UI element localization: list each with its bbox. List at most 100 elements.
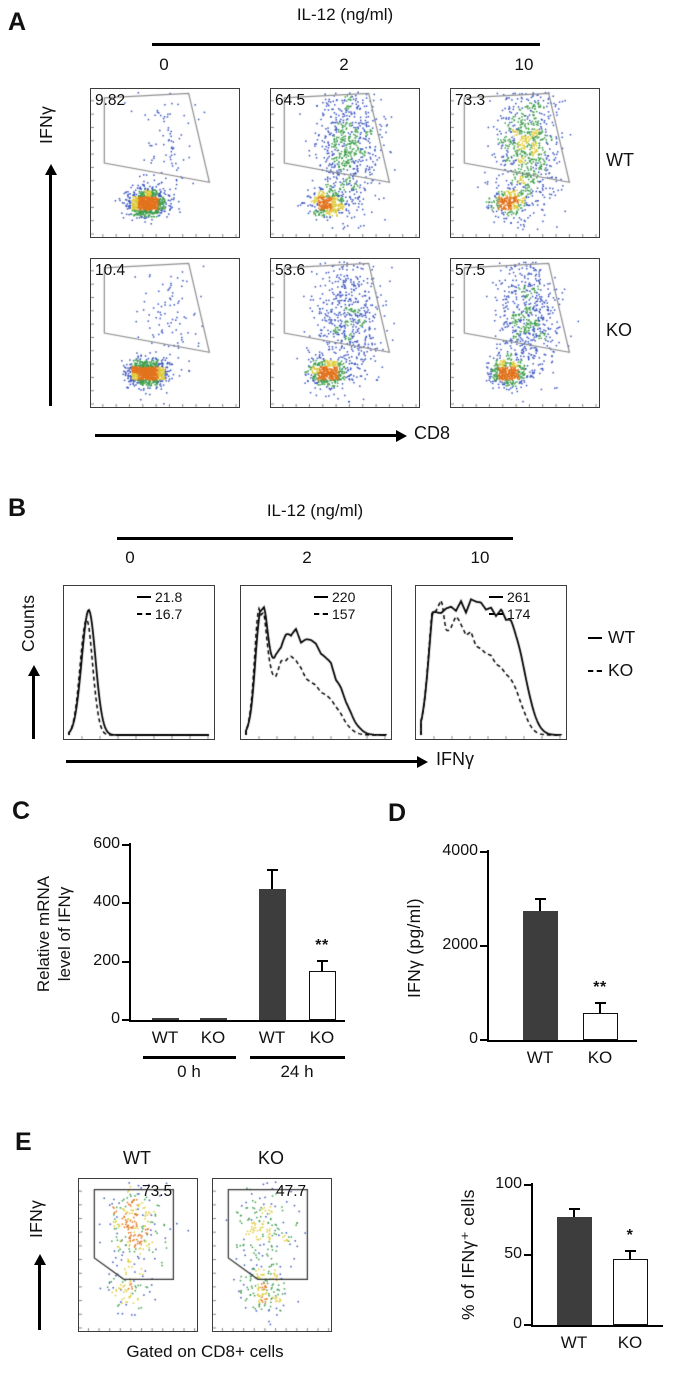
y-tick-label: 0 xyxy=(469,1030,478,1047)
hist1-ko-mfi: 157 xyxy=(314,606,355,622)
error-bar-line xyxy=(321,960,323,971)
flow-plot-wt-dose10 xyxy=(450,88,600,238)
panel-e-col-label-wt: WT xyxy=(123,1148,151,1168)
panel-b-dose-2: 2 xyxy=(302,548,312,567)
panel-e-y-axis-arrow xyxy=(33,1254,46,1330)
gate-percent-wt-dose0: 9.82 xyxy=(95,92,126,109)
error-bar-line xyxy=(599,1003,601,1013)
y-tick xyxy=(122,844,130,846)
panel-d-y-axis-label: IFNγ (pg/ml) xyxy=(404,898,424,998)
mfi-value-ko: 174 xyxy=(507,606,531,622)
hist2-wt-mfi: 261 xyxy=(489,589,530,605)
group-label: 0 h xyxy=(177,1062,201,1081)
gate-percent-wt-dose10: 73.3 xyxy=(455,92,486,109)
category-label-3: KO xyxy=(309,1028,335,1047)
significance-star: ** xyxy=(315,936,329,954)
legend-wt: WT xyxy=(588,627,635,648)
hist1-wt-mfi: 220 xyxy=(314,589,355,605)
panel-b-y-axis-arrow xyxy=(27,665,40,739)
panel-a-title-line xyxy=(152,43,540,46)
flow-plot-ko-dose2 xyxy=(270,258,420,408)
panel-b-title-line xyxy=(117,537,513,540)
y-tick-label: 600 xyxy=(93,835,120,852)
y-tick xyxy=(480,1039,488,1041)
panel-d-bar-chart: 4000 2000 0 WT KO ** xyxy=(442,842,648,1070)
flow-plot-wt-dose0 xyxy=(90,88,240,238)
dashed-line-swatch xyxy=(489,613,503,615)
category-label-2: WT xyxy=(258,1028,286,1047)
panel-c-bar-chart: 600 400 200 0 WT KO WT KO ** 0 h 24 h xyxy=(93,835,346,1086)
x-axis-line xyxy=(129,1020,345,1022)
solid-line-swatch xyxy=(588,636,602,639)
y-tick xyxy=(122,1019,130,1021)
gate-percent-e-ko: 47.7 xyxy=(276,1183,307,1200)
flow-plot-e-ko xyxy=(212,1178,332,1332)
mfi-value-ko: 157 xyxy=(332,606,356,622)
solid-line-swatch xyxy=(489,596,503,598)
y-tick xyxy=(480,945,488,947)
panel-c-y-axis-label: Relative mRNA level of IFNγ xyxy=(12,838,96,1030)
panel-a-letter: A xyxy=(8,8,27,36)
y-tick-label: 50 xyxy=(504,1245,522,1262)
solid-line-swatch xyxy=(314,596,328,598)
panel-d-letter: D xyxy=(388,799,407,827)
mfi-value-wt: 220 xyxy=(332,589,356,605)
panel-e-chart-y-axis-label: % of IFNγ⁺ cells xyxy=(458,1189,478,1321)
category-label-1: KO xyxy=(200,1028,226,1047)
bar-ko-1 xyxy=(612,1259,648,1325)
dashed-line-swatch xyxy=(314,613,328,615)
dashed-line-swatch xyxy=(588,669,602,672)
panel-b-dose-10: 10 xyxy=(470,548,490,567)
category-label-1: KO xyxy=(587,1048,613,1067)
error-bar-line xyxy=(573,1208,575,1218)
row-label-wt: WT xyxy=(606,150,634,170)
y-tick xyxy=(122,902,130,905)
y-tick xyxy=(524,1324,532,1326)
significance-star: ** xyxy=(593,979,607,997)
row-label-ko: KO xyxy=(606,320,633,340)
y-tick-label: 400 xyxy=(93,893,120,911)
hist2-ko-mfi: 174 xyxy=(489,606,530,622)
panel-b-x-axis-label: IFNγ xyxy=(436,749,474,769)
panel-b-letter: B xyxy=(8,494,27,522)
panel-e-bar-chart: 100 50 0 WT KO * xyxy=(495,1175,682,1370)
category-label-1: KO xyxy=(617,1333,643,1352)
solid-line-swatch xyxy=(137,596,151,598)
category-label-0: WT xyxy=(151,1028,179,1047)
x-axis-line xyxy=(487,1040,637,1042)
group-label: 24 h xyxy=(280,1062,314,1081)
arrow-head xyxy=(33,1254,46,1265)
y-axis-line xyxy=(487,850,489,1042)
bar-wt-0 xyxy=(151,1018,179,1020)
flow-plot-ko-dose10 xyxy=(450,258,600,408)
flow-plot-e-wt xyxy=(78,1178,198,1332)
group-line xyxy=(249,1056,345,1059)
bar-wt-0 xyxy=(522,910,558,1040)
dashed-line-swatch xyxy=(137,613,151,615)
panel-a-dose-2: 2 xyxy=(339,55,349,74)
panel-e-letter: E xyxy=(15,1128,32,1156)
y-axis-line xyxy=(531,1183,533,1327)
bar-ko-1 xyxy=(582,1012,618,1040)
mfi-value-wt: 261 xyxy=(507,589,531,605)
flow-plot-ko-dose0 xyxy=(90,258,240,408)
flow-plot-wt-dose2 xyxy=(270,88,420,238)
histogram-dose0 xyxy=(63,585,215,740)
gate-percent-ko-dose2: 53.6 xyxy=(275,262,306,279)
y-tick-label: 2000 xyxy=(442,936,478,953)
legend-wt-label: WT xyxy=(608,627,636,647)
y-tick xyxy=(524,1184,532,1186)
y-tick-label: 0 xyxy=(513,1315,522,1332)
gate-percent-ko-dose0: 10.4 xyxy=(95,262,126,279)
panel-b-y-axis-label: Counts xyxy=(18,594,38,652)
panel-b-x-axis-arrow xyxy=(66,755,428,768)
category-label-0: WT xyxy=(560,1333,588,1352)
panel-a-dose-0: 0 xyxy=(159,55,169,74)
error-bar-cap xyxy=(316,959,328,962)
panel-a-il12-title: IL-12 (ng/ml) xyxy=(296,5,394,24)
error-bar-cap xyxy=(624,1249,636,1252)
ylabel-line1: Relative mRNA xyxy=(33,875,53,993)
mfi-value-ko: 16.7 xyxy=(155,606,183,622)
legend-ko-label: KO xyxy=(608,660,634,680)
